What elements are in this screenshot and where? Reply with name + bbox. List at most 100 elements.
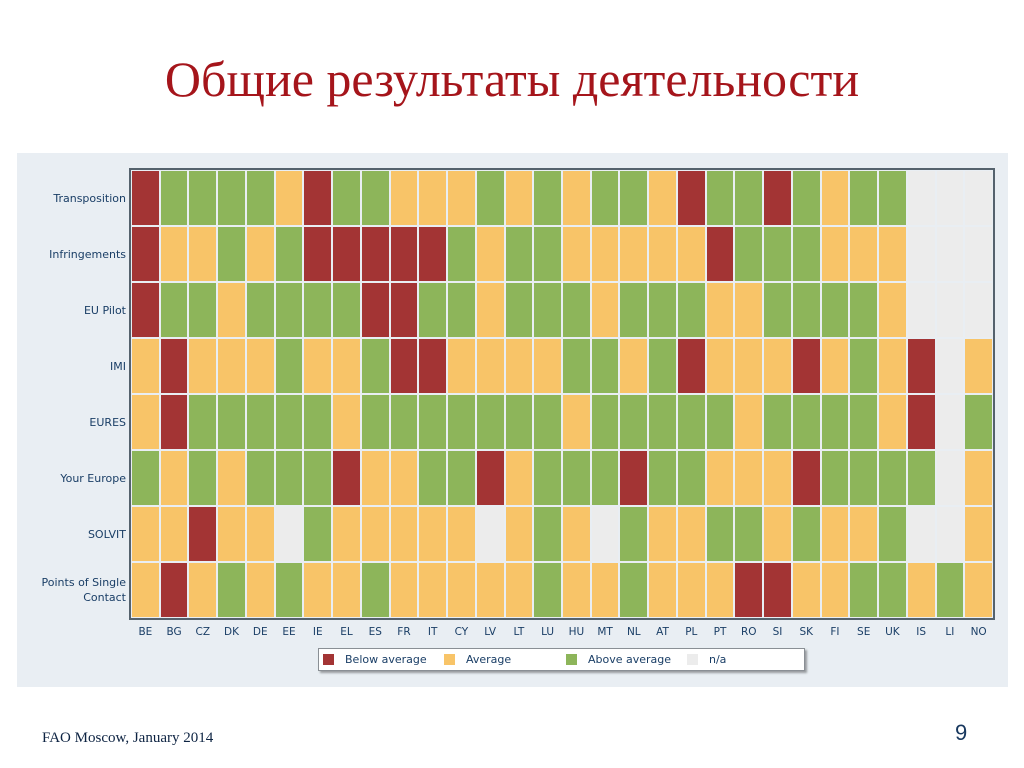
heatmap-cell-eures-pl [677,395,705,449]
heatmap-cell-imi-fi [821,339,849,393]
heatmap-cell-eures-fr [390,395,418,449]
heatmap-cell-solvit-fi [821,507,849,561]
heatmap-cell-imi-cz [189,339,217,393]
heatmap-cell-infringements-no [965,227,992,281]
heatmap-cell-transposition-pl [677,171,705,225]
heatmap-cell-points-of-single-contact-no [965,563,992,617]
heatmap-cell-your-europe-si [764,451,791,505]
heatmap-cell-your-europe-de [246,451,274,505]
heatmap-cell-infringements-si [764,227,791,281]
heatmap-cell-solvit-ee [275,507,303,561]
heatmap-cell-your-europe-pl [677,451,705,505]
heatmap-cell-solvit-ie [304,507,332,561]
heatmap-cell-eu-pilot-cy [448,283,475,337]
heatmap-cell-solvit-mt [591,507,619,561]
heatmap-cell-transposition-lt [505,171,533,225]
column-label: RO [740,626,757,638]
legend-label: n/a [709,653,727,666]
heatmap-cell-your-europe-cy [448,451,475,505]
heatmap-cell-your-europe-pt [706,451,734,505]
heatmap-cell-transposition-uk [879,171,906,225]
heatmap-cell-your-europe-hu [563,451,590,505]
heatmap-cell-points-of-single-contact-es [361,563,389,617]
heatmap-cell-your-europe-li [936,451,964,505]
heatmap-cell-transposition-dk [218,171,245,225]
heatmap-cell-eu-pilot-ro [735,283,763,337]
column-label: UK [885,626,900,638]
heatmap-cell-eures-lu [534,395,561,449]
heatmap-cell-eu-pilot-fr [390,283,418,337]
heatmap-cell-eu-pilot-it [419,283,447,337]
heatmap-cell-imi-si [764,339,791,393]
column-label: PL [685,626,698,638]
heatmap-cell-eures-lt [505,395,533,449]
heatmap-cell-your-europe-uk [879,451,906,505]
heatmap-cell-imi-ee [275,339,303,393]
heatmap-cell-your-europe-ie [304,451,332,505]
heatmap-cell-points-of-single-contact-is [907,563,935,617]
heatmap-cell-eures-es [361,395,389,449]
row-label: SOLVIT [87,527,126,541]
page-number: 9 [955,720,968,745]
heatmap-cell-imi-be [132,339,159,393]
heatmap-cell-points-of-single-contact-nl [620,563,648,617]
legend-swatch [444,654,455,665]
heatmap-cell-your-europe-sk [792,451,820,505]
heatmap-cell-eu-pilot-fi [821,283,849,337]
heatmap-cell-your-europe-it [419,451,447,505]
heatmap-cell-points-of-single-contact-pl [677,563,705,617]
heatmap-cell-eures-lv [476,395,504,449]
heatmap-cell-transposition-fr [390,171,418,225]
column-label: CY [454,626,469,638]
heatmap-cell-eures-fi [821,395,849,449]
heatmap-cell-solvit-bg [160,507,188,561]
heatmap-cell-points-of-single-contact-pt [706,563,734,617]
column-label: LV [484,626,497,638]
heatmap-cell-infringements-ro [735,227,763,281]
legend-swatch [323,654,334,665]
heatmap-cell-eures-it [419,395,447,449]
heatmap-cell-your-europe-lu [534,451,561,505]
column-label: CZ [195,626,211,638]
row-label: EU Pilot [83,303,126,317]
heatmap-cell-points-of-single-contact-lu [534,563,561,617]
heatmap-cell-eu-pilot-is [907,283,935,337]
heatmap-cell-points-of-single-contact-el [333,563,360,617]
heatmap-cell-eu-pilot-cz [189,283,217,337]
heatmap-cell-solvit-si [764,507,791,561]
heatmap-cell-your-europe-el [333,451,360,505]
heatmap-cell-points-of-single-contact-lt [505,563,533,617]
heatmap-cell-solvit-ro [735,507,763,561]
heatmap-cell-points-of-single-contact-be [132,563,159,617]
heatmap-cell-imi-at [649,339,676,393]
heatmap-cell-points-of-single-contact-it [419,563,447,617]
heatmap-cell-imi-es [361,339,389,393]
heatmap-cell-eu-pilot-pl [677,283,705,337]
heatmap-cell-your-europe-dk [218,451,245,505]
heatmap-cell-imi-lu [534,339,561,393]
heatmap-cell-transposition-fi [821,171,849,225]
heatmap-cell-solvit-fr [390,507,418,561]
heatmap-cell-your-europe-lt [505,451,533,505]
heatmap-cell-transposition-cy [448,171,475,225]
heatmap-cell-eures-uk [879,395,906,449]
heatmap-cell-imi-se [850,339,878,393]
heatmap-cell-solvit-pt [706,507,734,561]
column-label: PT [713,626,727,638]
heatmap-cell-eures-bg [160,395,188,449]
heatmap-cell-points-of-single-contact-se [850,563,878,617]
heatmap-cell-solvit-pl [677,507,705,561]
heatmap-cell-transposition-hu [563,171,590,225]
heatmap-cell-infringements-it [419,227,447,281]
heatmap-cell-infringements-hu [563,227,590,281]
heatmap-cell-infringements-ee [275,227,303,281]
heatmap-cell-eures-no [965,395,992,449]
heatmap-cell-eures-ee [275,395,303,449]
column-label: HU [568,626,585,638]
heatmap-cell-solvit-be [132,507,159,561]
column-label: EL [340,626,353,638]
heatmap-cell-solvit-de [246,507,274,561]
heatmap-cell-transposition-sk [792,171,820,225]
heatmap-cell-eures-nl [620,395,648,449]
column-label: SI [772,626,783,638]
